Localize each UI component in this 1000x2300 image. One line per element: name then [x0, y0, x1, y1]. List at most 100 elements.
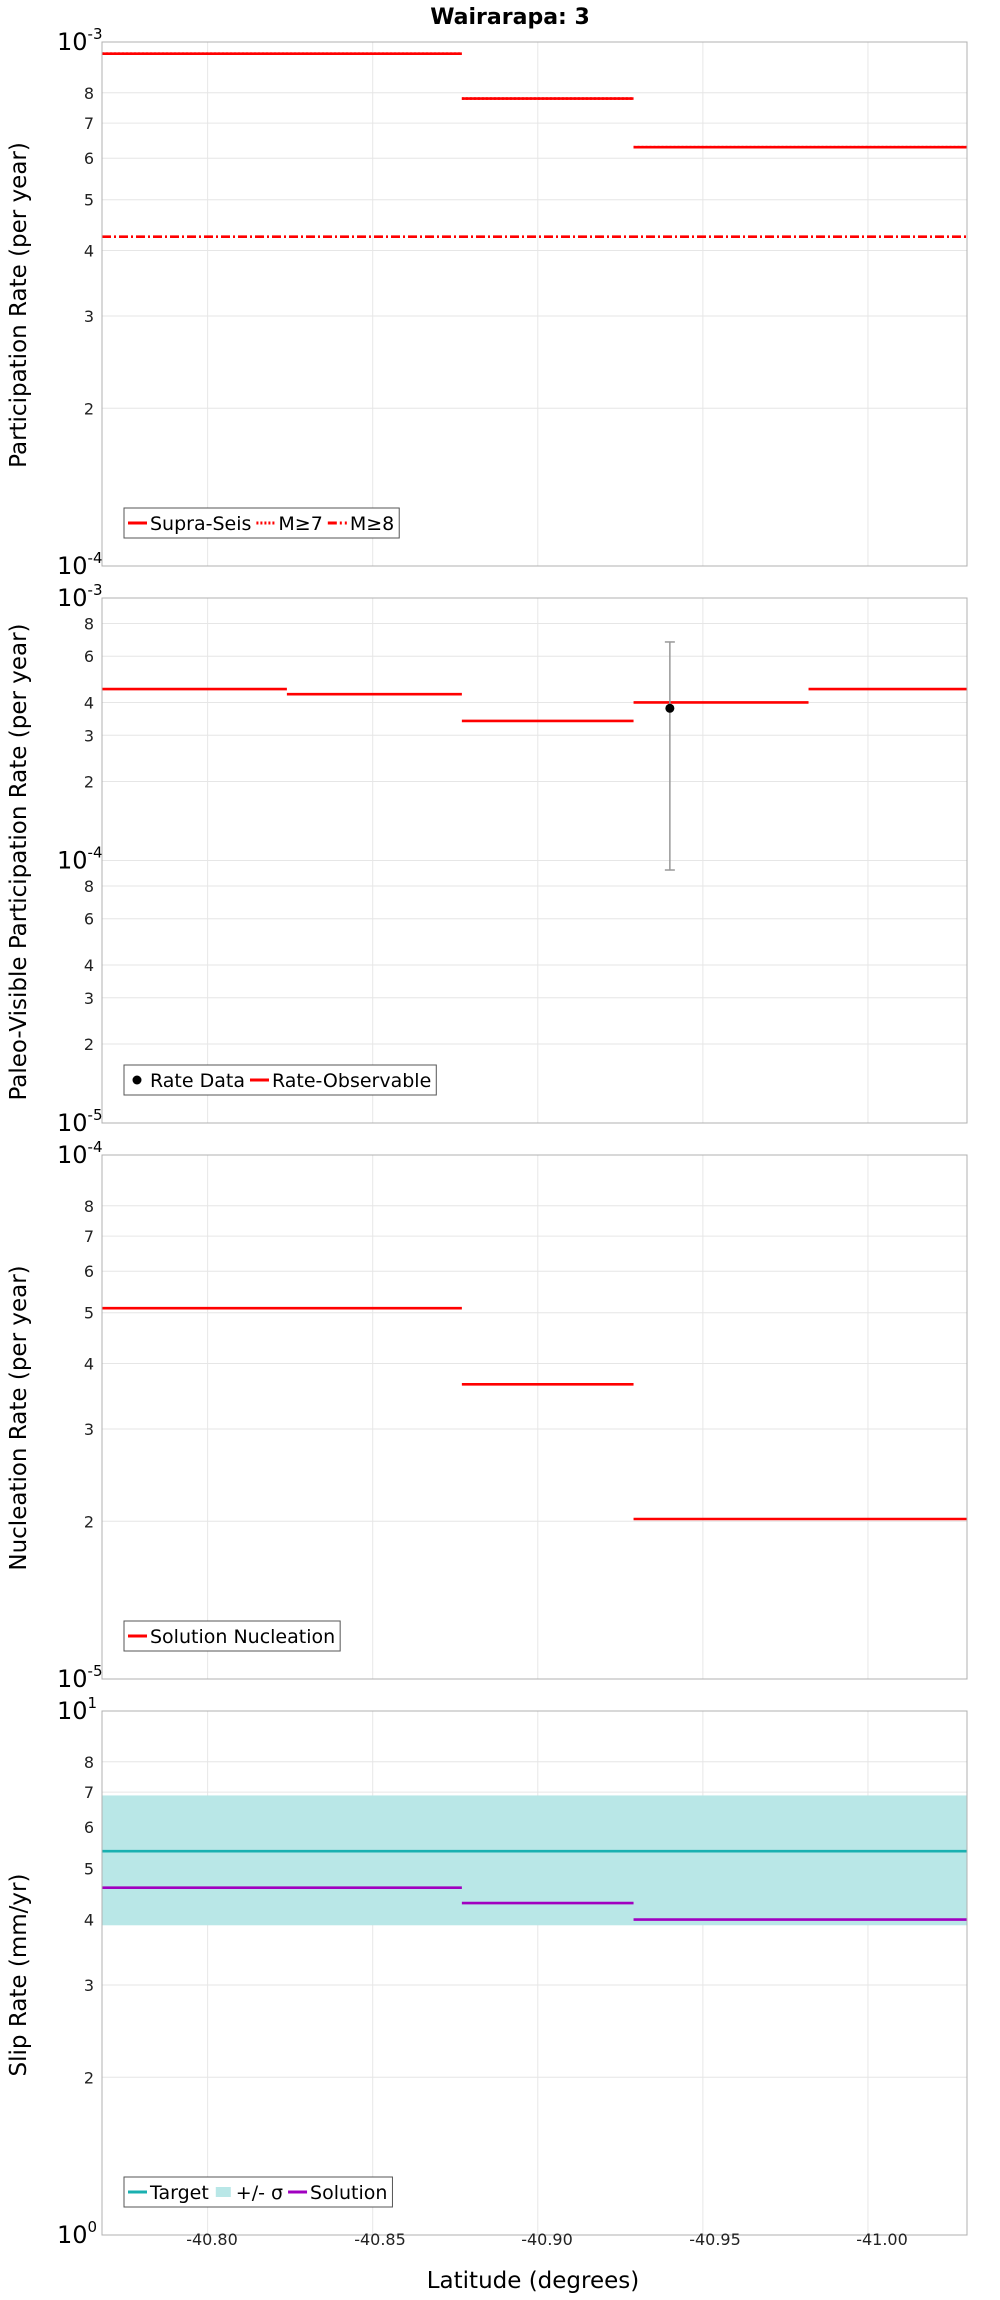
y-decade-base: 10	[57, 1665, 88, 1693]
legend-symbol	[215, 2187, 231, 2197]
y-decade-base: 10	[57, 2221, 88, 2249]
y-decade-base: 10	[57, 1109, 88, 1137]
legend: Rate Data Rate-Observable	[123, 1064, 437, 1096]
y-tick-label: 2	[84, 1512, 94, 1531]
legend-label: M≥7	[278, 513, 322, 535]
y-tick-label: 7	[84, 1783, 94, 1802]
chart-title: Wairarapa: 3	[430, 5, 590, 30]
x-tick-label: -40.90	[521, 2230, 573, 2249]
y-decade-exponent: 0	[88, 2218, 98, 2236]
y-tick-label: 4	[84, 956, 94, 975]
y-decade-base: 10	[57, 1141, 88, 1169]
x-axis: -40.80 -40.85 -40.90 -40.95 -41.00 Latit…	[186, 2230, 908, 2294]
y-tick-label: 3	[84, 307, 94, 326]
y-tick-label: 8	[84, 877, 94, 896]
plot-area	[102, 42, 967, 566]
y-tick-label: 2	[84, 2068, 94, 2087]
legend: Solution Nucleation	[123, 1620, 341, 1652]
y-tick-label: 6	[84, 1262, 94, 1281]
legend-label: Solution Nucleation	[150, 1626, 335, 1648]
y-decade-label: 100	[57, 2218, 97, 2249]
sigma-band	[102, 1795, 967, 1926]
legend-label: Supra-Seis	[150, 513, 251, 535]
y-axis-label: Paleo-Visible Participation Rate (per ye…	[6, 623, 32, 1100]
legend-box	[123, 1620, 341, 1652]
y-tick-label: 8	[84, 1753, 94, 1772]
y-decade-label: 10-5	[57, 1106, 103, 1137]
y-decade-base: 10	[57, 552, 88, 580]
x-tick-label: -40.85	[354, 2230, 406, 2249]
y-decade-exponent: -5	[88, 1662, 103, 1680]
y-decade-label: 10-4	[57, 549, 103, 580]
x-tick-label: -40.80	[186, 2230, 238, 2249]
x-tick-label: -40.95	[689, 2230, 741, 2249]
y-tick-label: 8	[84, 1197, 94, 1216]
y-tick-label: 2	[84, 399, 94, 418]
legend-label: Rate-Observable	[272, 1070, 431, 1092]
y-decade-label: 10-4	[57, 1138, 103, 1169]
y-axis-label: Slip Rate (mm/yr)	[6, 1874, 32, 2077]
y-tick-label: 7	[84, 1227, 94, 1246]
plot-frame	[101, 1154, 968, 1680]
y-axis-label: Nucleation Rate (per year)	[6, 1265, 32, 1570]
y-tick-label: 2	[84, 1035, 94, 1054]
y-decade-label: 10-3	[57, 581, 103, 612]
legend-symbol	[132, 1075, 142, 1085]
y-tick-label: 7	[84, 114, 94, 133]
legend-label: +/- σ	[236, 2182, 283, 2204]
plot-frame	[101, 597, 968, 1124]
y-tick-label: 3	[84, 1976, 94, 1995]
y-tick-label: 5	[84, 1860, 94, 1879]
y-decade-exponent: -3	[88, 581, 103, 599]
y-tick-label: 3	[84, 989, 94, 1008]
y-tick-label: 6	[84, 910, 94, 929]
nucleation-rate-panel: Nucleation Rate (per year) 876543210-410…	[6, 1138, 968, 1693]
y-decade-exponent: -4	[88, 549, 103, 567]
y-decade-exponent: -5	[88, 1106, 103, 1124]
plot-frame	[101, 1710, 968, 2236]
y-tick-label: 4	[84, 693, 94, 712]
y-tick-label: 4	[84, 1911, 94, 1930]
y-tick-label: 2	[84, 772, 94, 791]
y-tick-label: 6	[84, 149, 94, 168]
legend-box	[123, 1064, 437, 1096]
legend-label: Target	[149, 2182, 209, 2204]
legend-label: M≥8	[350, 513, 394, 535]
data-point	[665, 703, 675, 713]
plot-area	[102, 1155, 967, 1679]
legend: Supra-Seis M≥7 M≥8	[123, 507, 400, 539]
y-decade-exponent: -4	[88, 844, 103, 862]
legend-label: Solution	[310, 2182, 387, 2204]
y-tick-label: 8	[84, 614, 94, 633]
y-decade-base: 10	[57, 1697, 88, 1725]
y-decade-base: 10	[57, 584, 88, 612]
participation-rate-panel: Participation Rate (per year) 876543210-…	[6, 25, 968, 580]
y-tick-label: 3	[84, 1420, 94, 1439]
y-decade-label: 101	[57, 1694, 97, 1725]
y-tick-label: 5	[84, 191, 94, 210]
y-decade-label: 10-3	[57, 25, 103, 56]
y-tick-label: 4	[84, 242, 94, 261]
y-tick-label: 5	[84, 1304, 94, 1323]
y-tick-label: 3	[84, 726, 94, 745]
y-decade-exponent: -4	[88, 1138, 103, 1156]
y-tick-label: 6	[84, 1818, 94, 1837]
plot-frame	[101, 41, 968, 567]
paleo-visible-rate-panel: Paleo-Visible Participation Rate (per ye…	[6, 581, 968, 1137]
plot-area	[102, 1711, 967, 2235]
y-tick-label: 8	[84, 84, 94, 103]
y-decade-label: 10-4	[57, 844, 103, 875]
y-decade-exponent: 1	[88, 1694, 98, 1712]
x-axis-label: Latitude (degrees)	[427, 2268, 640, 2294]
legend-label: Rate Data	[150, 1070, 245, 1092]
x-tick-label: -41.00	[856, 2230, 908, 2249]
y-decade-base: 10	[57, 847, 88, 875]
legend-box	[123, 2176, 393, 2208]
y-decade-base: 10	[57, 28, 88, 56]
y-decade-exponent: -3	[88, 25, 103, 43]
y-tick-label: 6	[84, 647, 94, 666]
legend: Target +/- σ Solution	[123, 2176, 393, 2208]
y-tick-label: 4	[84, 1355, 94, 1374]
